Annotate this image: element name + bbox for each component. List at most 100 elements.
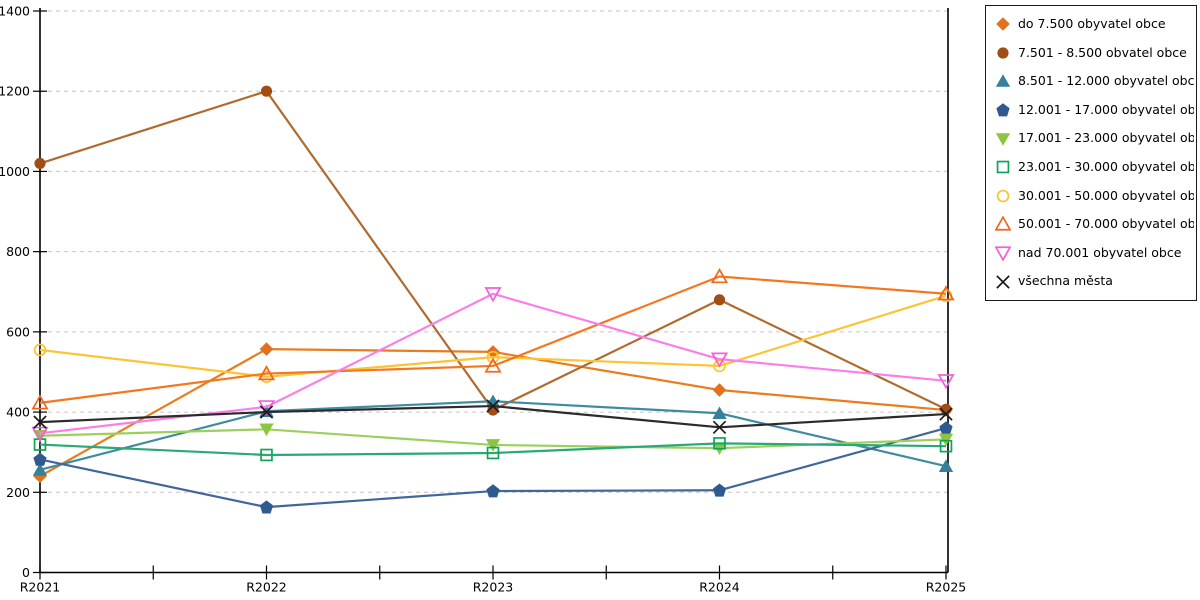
triangle-up-marker-icon	[710, 267, 729, 284]
legend-label: 17.001 - 23.000 obyvatel obc...	[1018, 132, 1194, 145]
series-line	[39, 442, 947, 457]
y-tick-label: 400	[6, 405, 30, 420]
legend-item: 8.501 - 12.000 obyvatel obce	[995, 73, 1194, 89]
pentagon-marker-icon	[712, 483, 727, 497]
legend-label: 8.501 - 12.000 obyvatel obce	[1018, 75, 1194, 88]
diamond-marker-icon	[33, 469, 47, 484]
triangle-down-marker-icon	[710, 352, 729, 368]
circle-marker-icon	[486, 350, 500, 364]
legend-label: 12.001 - 17.000 obyvatel obc...	[1018, 103, 1194, 117]
square-marker-icon	[260, 448, 273, 462]
triangle-down-icon	[995, 132, 1011, 146]
legend-item: do 7.500 obyvatel obce	[995, 16, 1194, 32]
y-tick-label: 1200	[0, 84, 30, 99]
triangle-down-marker-icon	[995, 132, 1011, 146]
legend-label: nad 70.001 obyvatel obce	[1018, 246, 1182, 260]
x-cross-icon	[996, 274, 1010, 289]
legend-label: 23.001 - 30.000 obyvatel obc...	[1018, 161, 1194, 174]
y-tick-label: 200	[6, 485, 30, 500]
triangle-up-marker-icon	[484, 357, 502, 373]
x-tick-label: R2021	[20, 580, 61, 595]
circle-marker-icon	[713, 294, 726, 306]
y-tick-label: 0	[22, 565, 30, 580]
y-tick-label: 1000	[0, 164, 30, 179]
y-tick-label: 800	[6, 244, 30, 259]
triangle-up-icon	[995, 74, 1011, 88]
pentagon-marker-icon	[939, 421, 953, 435]
x-tick-label: R2022	[246, 580, 287, 595]
legend-item: všechna města	[995, 274, 1194, 290]
legend-label: 7.501 - 8.500 obvatel obce	[1018, 46, 1187, 60]
x-cross-marker-icon	[486, 399, 500, 413]
triangle-down-marker-icon	[937, 374, 955, 390]
legend-label: 30.001 - 50.000 obyvatel obc...	[1018, 189, 1194, 203]
legend-item: 12.001 - 17.000 obyvatel obc...	[995, 102, 1194, 118]
legend-item: 7.501 - 8.500 obvatel obce	[995, 45, 1194, 61]
pentagon-marker-icon	[996, 103, 1010, 117]
triangle-up-marker-icon	[937, 285, 955, 301]
triangle-up-marker-icon	[32, 463, 48, 476]
series-4	[33, 421, 953, 514]
legend-label: všechna města	[1018, 275, 1113, 288]
triangle-up-marker-icon	[257, 365, 276, 381]
triangle-up-marker-icon	[712, 406, 727, 420]
x-cross-marker-icon	[33, 415, 47, 429]
triangle-down-marker-icon	[938, 433, 954, 447]
legend-item: nad 70.001 obyvatel obce	[995, 245, 1194, 262]
legend: do 7.500 obyvatel obce 7.501 - 8.500 obva…	[985, 5, 1197, 301]
diamond-icon	[996, 17, 1010, 32]
triangle-down-marker-icon	[259, 423, 274, 437]
triangle-down-marker-icon	[31, 426, 49, 442]
series-7	[33, 289, 953, 384]
circle-icon	[996, 189, 1010, 203]
x-cross-marker-icon	[712, 420, 727, 435]
triangle-up-icon	[995, 216, 1011, 232]
series-10	[33, 399, 953, 435]
series-line	[39, 275, 947, 404]
square-marker-icon	[713, 437, 726, 450]
triangle-up-marker-icon	[938, 459, 954, 472]
y-tick-label: 1400	[0, 4, 30, 19]
circle-marker-icon	[996, 189, 1010, 203]
x-tick-label: R2024	[699, 580, 740, 595]
legend-label: do 7.500 obyvatel obce	[1018, 18, 1166, 31]
circle-marker-icon	[713, 359, 726, 373]
triangle-up-marker-icon	[485, 394, 501, 408]
triangle-down-icon	[995, 246, 1011, 262]
circle-icon	[997, 47, 1009, 59]
square-marker-icon	[939, 439, 953, 453]
legend-label: 50.001 - 70.000 obyvatel obc...	[1018, 218, 1194, 231]
x-tick-label: R2023	[473, 580, 514, 595]
circle-marker-icon	[33, 343, 47, 357]
pentagon-marker-icon	[33, 452, 47, 466]
series-line	[39, 294, 947, 378]
x-cross-marker-icon	[259, 405, 274, 419]
x-cross-marker-icon	[996, 274, 1010, 289]
diamond-marker-icon	[259, 342, 274, 356]
triangle-up-marker-icon	[995, 74, 1011, 88]
triangle-up-marker-icon	[31, 394, 49, 410]
legend-item: 50.001 - 70.000 obyvatel obc...	[995, 216, 1194, 232]
series-8	[31, 267, 955, 410]
square-marker-icon	[996, 160, 1010, 174]
triangle-down-marker-icon	[485, 439, 501, 452]
triangle-up-marker-icon	[995, 216, 1011, 232]
circle-marker-icon	[34, 157, 46, 169]
square-marker-icon	[486, 446, 500, 460]
x-cross-marker-icon	[939, 407, 953, 421]
diamond-marker-icon	[996, 17, 1010, 32]
x-tick-label: R2025	[926, 580, 967, 595]
triangle-down-marker-icon	[484, 287, 502, 303]
triangle-down-marker-icon	[995, 246, 1011, 262]
legend-item: 30.001 - 50.000 obyvatel obc...	[995, 188, 1194, 204]
legend-item: 23.001 - 30.000 obyvatel obc...	[995, 159, 1194, 175]
circle-marker-icon	[260, 85, 273, 97]
triangle-up-marker-icon	[259, 404, 274, 418]
square-icon	[996, 160, 1010, 174]
y-tick-label: 600	[6, 324, 30, 339]
diamond-marker-icon	[712, 383, 727, 397]
pentagon-marker-icon	[259, 500, 274, 514]
pentagon-icon	[996, 103, 1010, 117]
